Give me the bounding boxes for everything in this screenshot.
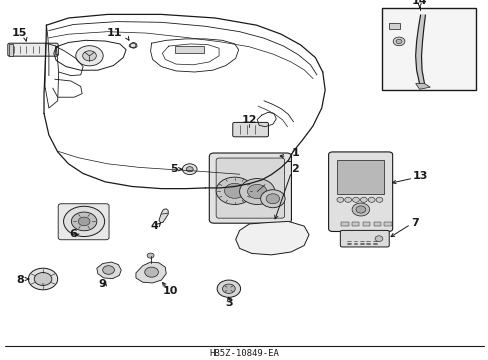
Circle shape xyxy=(367,197,374,202)
FancyBboxPatch shape xyxy=(8,43,58,56)
Circle shape xyxy=(374,236,382,242)
Circle shape xyxy=(247,184,266,199)
Circle shape xyxy=(76,46,103,66)
Text: 2: 2 xyxy=(291,164,299,174)
Text: 11: 11 xyxy=(107,28,122,38)
Circle shape xyxy=(63,206,104,237)
Text: 15: 15 xyxy=(12,28,27,38)
Polygon shape xyxy=(415,84,429,89)
Circle shape xyxy=(392,37,404,46)
FancyBboxPatch shape xyxy=(209,153,291,223)
Polygon shape xyxy=(136,262,166,283)
Polygon shape xyxy=(235,221,308,255)
Circle shape xyxy=(71,212,97,231)
Circle shape xyxy=(352,197,359,202)
Circle shape xyxy=(78,217,90,226)
FancyBboxPatch shape xyxy=(216,158,284,218)
Circle shape xyxy=(82,51,96,61)
Bar xyxy=(337,160,384,194)
Bar xyxy=(351,222,359,226)
Circle shape xyxy=(355,206,365,213)
Text: 1: 1 xyxy=(291,148,299,158)
Circle shape xyxy=(222,284,235,293)
Polygon shape xyxy=(129,42,137,48)
Circle shape xyxy=(28,268,58,290)
Text: 9: 9 xyxy=(99,279,106,289)
Bar xyxy=(382,8,475,90)
Bar xyxy=(175,46,204,53)
Circle shape xyxy=(395,39,401,44)
Text: 8: 8 xyxy=(17,275,24,285)
Circle shape xyxy=(336,197,343,202)
Bar xyxy=(388,23,399,29)
Circle shape xyxy=(186,167,193,172)
Circle shape xyxy=(265,194,279,204)
Circle shape xyxy=(260,190,285,208)
Text: HB5Z-10849-EA: HB5Z-10849-EA xyxy=(209,349,279,358)
FancyBboxPatch shape xyxy=(58,204,109,240)
Text: 3: 3 xyxy=(224,298,232,308)
Circle shape xyxy=(217,280,240,297)
Circle shape xyxy=(239,179,274,204)
Circle shape xyxy=(63,206,104,237)
Text: 6: 6 xyxy=(69,229,77,239)
Text: 7: 7 xyxy=(410,218,418,228)
Bar xyxy=(9,44,13,56)
Bar xyxy=(373,222,380,226)
Circle shape xyxy=(34,273,52,285)
Text: 10: 10 xyxy=(162,287,178,297)
Circle shape xyxy=(344,197,351,202)
Text: 4: 4 xyxy=(150,221,158,231)
Text: 12: 12 xyxy=(241,115,257,125)
Bar xyxy=(362,222,369,226)
FancyBboxPatch shape xyxy=(340,230,388,247)
Text: 14: 14 xyxy=(411,0,427,6)
Circle shape xyxy=(351,203,369,216)
FancyBboxPatch shape xyxy=(328,152,392,231)
Circle shape xyxy=(182,164,197,175)
FancyBboxPatch shape xyxy=(232,122,268,137)
Text: 5: 5 xyxy=(169,164,177,174)
Circle shape xyxy=(216,177,253,204)
Polygon shape xyxy=(159,209,168,222)
Circle shape xyxy=(147,253,154,258)
Bar xyxy=(384,222,391,226)
Circle shape xyxy=(224,183,244,198)
Bar xyxy=(55,46,58,54)
Bar xyxy=(341,222,348,226)
Circle shape xyxy=(144,267,158,277)
Circle shape xyxy=(360,197,366,202)
Polygon shape xyxy=(415,15,425,84)
Circle shape xyxy=(375,197,382,202)
Polygon shape xyxy=(97,262,121,279)
Circle shape xyxy=(102,266,114,274)
Text: 13: 13 xyxy=(412,171,427,181)
